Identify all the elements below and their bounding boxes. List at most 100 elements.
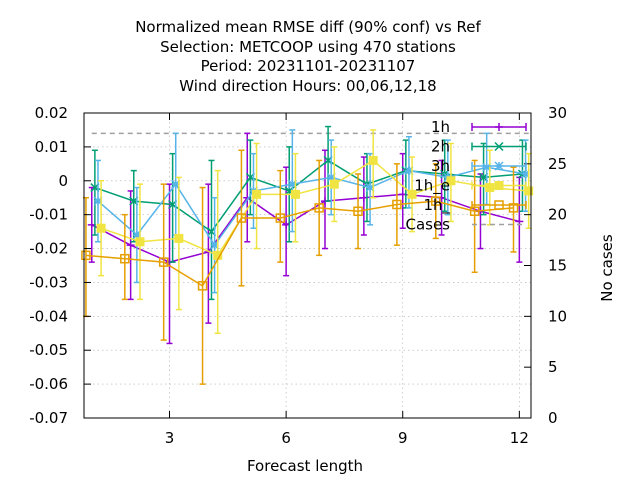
plot-frame	[83, 112, 532, 419]
data-point	[392, 199, 402, 210]
data-point	[485, 183, 495, 193]
title-line-2: Selection: METCOOP using 470 stations	[160, 38, 456, 56]
y2-axis-label: No cases	[598, 234, 616, 302]
y2-tick-label: 10	[548, 307, 567, 325]
point-glyph	[314, 203, 324, 213]
data-point	[120, 253, 130, 264]
series-1h_e	[96, 129, 534, 335]
data-point	[495, 123, 503, 131]
point-glyph	[174, 233, 184, 243]
series-3h	[93, 129, 531, 294]
y-tick-label: -0.01	[29, 206, 68, 224]
point-glyph	[236, 213, 247, 223]
y2-tick-label: 30	[548, 104, 567, 122]
series-line	[85, 200, 514, 287]
series-line	[94, 159, 523, 233]
data-point	[469, 206, 480, 217]
legend-label: 1h_	[423, 196, 450, 215]
y-tick-label: -0.07	[29, 409, 68, 427]
legend-entry-1h_: 1h_	[423, 196, 527, 215]
point-glyph	[368, 155, 378, 165]
data-point	[494, 181, 504, 190]
data-point	[96, 223, 106, 233]
y2-tick-label: 15	[548, 257, 567, 275]
data-point	[368, 155, 378, 165]
point-glyph	[275, 213, 286, 223]
y-tick-label: 0.01	[35, 138, 68, 156]
point-glyph	[329, 179, 339, 189]
legend-label: 1h_e	[414, 177, 450, 196]
point-glyph	[407, 189, 417, 199]
data-point	[431, 196, 441, 206]
data-point	[275, 213, 286, 223]
legend-label: 1h	[431, 118, 450, 136]
chart-title: Normalized mean RMSE diff (90% conf) vs …	[135, 18, 481, 95]
data-point	[135, 237, 145, 247]
y-tick-label: -0.02	[29, 240, 68, 258]
data-point	[353, 206, 363, 217]
data-point	[290, 189, 300, 199]
point-glyph	[135, 237, 145, 247]
axes: -0.07 -0.06 -0.05 -0.04 -0.03 -0.02 -0.01 0 0.01…	[29, 104, 567, 447]
point-glyph	[392, 199, 402, 210]
x-tick-label: 3	[165, 429, 175, 447]
point-glyph	[81, 250, 91, 261]
series-line	[97, 166, 526, 247]
x-tick-label: 9	[398, 429, 408, 447]
point-glyph	[524, 186, 534, 196]
title-line-1: Normalized mean RMSE diff (90% conf) vs …	[135, 18, 481, 36]
x-tick-label: 12	[510, 429, 529, 447]
legend-entry-cases: Cases	[405, 216, 526, 234]
title-line-4: Wind direction Hours: 00,06,12,18	[179, 77, 436, 95]
data-point	[197, 281, 208, 291]
data-point	[236, 213, 247, 223]
series-layer	[81, 125, 534, 385]
x-tick-label: 6	[281, 429, 291, 447]
point-glyph	[494, 141, 504, 152]
point-glyph	[446, 176, 456, 186]
point-glyph	[431, 196, 441, 206]
point-glyph	[469, 206, 480, 217]
point-glyph	[494, 161, 504, 171]
data-point	[494, 200, 504, 210]
point-glyph	[120, 253, 130, 264]
y2-tick-label: 0	[548, 409, 558, 427]
legend-entry-1h_e: 1h_e	[414, 177, 527, 196]
point-glyph	[197, 281, 208, 291]
title-line-3: Period: 20231101-20231107	[201, 57, 416, 75]
legend-label: 2h	[431, 138, 450, 156]
y-tick-label: -0.03	[29, 273, 68, 291]
y-tick-label: -0.04	[29, 307, 68, 325]
legend-label: Cases	[405, 216, 450, 234]
data-point	[81, 250, 91, 261]
series-1h_	[81, 149, 519, 385]
point-glyph	[290, 189, 300, 199]
series-1h	[87, 132, 524, 345]
data-point	[407, 189, 417, 199]
legend-entry-3h: 3h	[431, 157, 527, 175]
data-point	[508, 203, 519, 213]
legend-label: 3h	[431, 157, 450, 175]
data-point	[494, 161, 504, 171]
data-point	[524, 186, 534, 196]
y-tick-label: -0.06	[29, 375, 68, 393]
data-point	[329, 179, 339, 189]
y-tick-label: 0.02	[35, 104, 68, 122]
data-point	[446, 176, 456, 186]
point-glyph	[353, 206, 363, 217]
data-point	[174, 233, 184, 243]
y2-tick-label: 5	[548, 358, 558, 376]
y2-tick-label: 20	[548, 206, 567, 224]
legend-entry-2h: 2h	[431, 138, 527, 156]
point-glyph	[252, 189, 262, 199]
point-glyph	[508, 203, 519, 213]
data-point	[252, 189, 262, 199]
y2-tick-label: 25	[548, 155, 567, 173]
x-axis-label: Forecast length	[247, 457, 363, 475]
series-2h	[90, 125, 527, 301]
series-line	[91, 193, 520, 263]
point-glyph	[494, 181, 504, 190]
data-point	[126, 241, 135, 250]
